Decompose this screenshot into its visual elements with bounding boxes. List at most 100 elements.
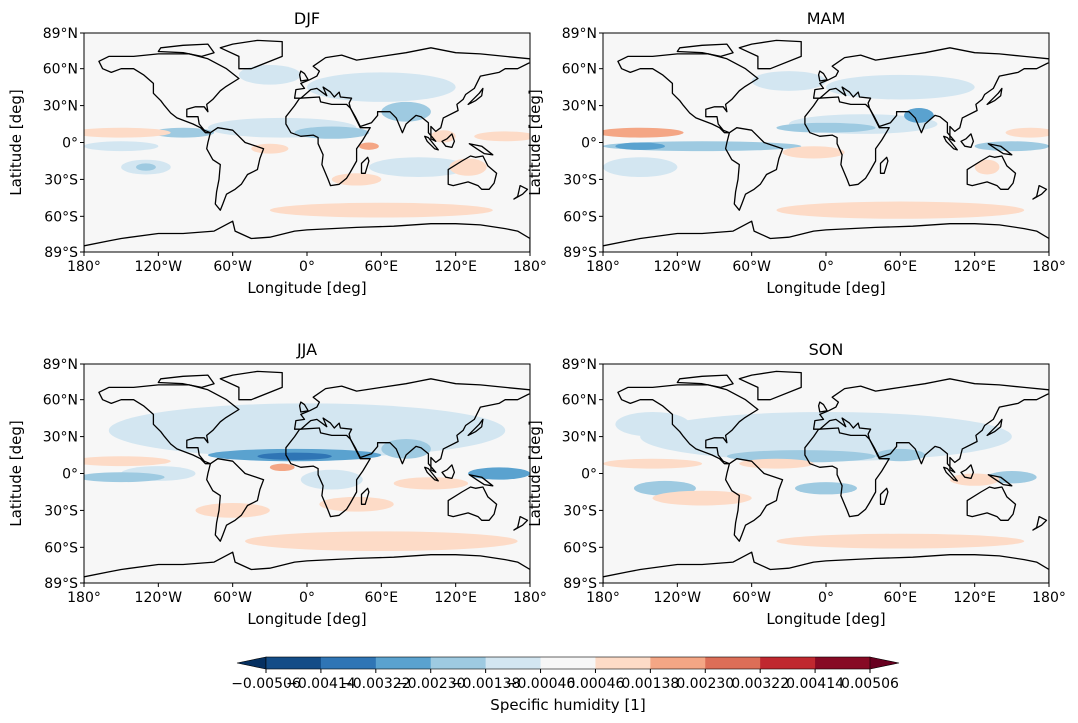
anomaly-region — [615, 142, 665, 150]
y-tick-label: 60°N — [43, 393, 78, 409]
anomaly-region — [136, 163, 156, 171]
coastline-uk — [817, 401, 828, 413]
coastline-australia — [447, 155, 498, 190]
anomaly-region — [795, 482, 857, 495]
colorbar-tick-label: −0.00414 — [286, 676, 356, 692]
y-tick-label: 30°S — [563, 172, 597, 188]
map-panel-jja: JJA 180° 120°W 60°W 0° 60°E 120°E 180° 89°N 60°N 3… — [7, 340, 547, 628]
colorbar-tick-label: −0.00138 — [451, 676, 521, 692]
colorbar-swatch — [705, 657, 761, 669]
anomaly-region — [319, 496, 394, 512]
y-tick-label: 60°N — [562, 393, 597, 409]
x-tick-label: 0° — [299, 259, 315, 275]
anomaly-region — [652, 490, 752, 506]
y-tick-label: 89°N — [562, 26, 597, 42]
anomaly-region — [84, 472, 165, 483]
coastline-sumatra — [424, 135, 439, 151]
map-background — [603, 364, 1049, 583]
anomaly-region — [195, 503, 270, 518]
anomaly-region — [603, 157, 678, 177]
coastline-australia — [966, 155, 1017, 190]
y-tick-label: 30°N — [562, 430, 597, 446]
coastline-southAmerica — [206, 127, 265, 211]
panel-title: DJF — [294, 9, 320, 28]
colorbar-swatch — [540, 657, 596, 669]
coastline-uk — [298, 401, 309, 413]
coastline-southAmerica — [724, 127, 784, 211]
coastline-northAmerica — [617, 53, 759, 134]
colorbar-tick-label: 0.00046 — [567, 676, 625, 692]
colorbar-swatch — [375, 657, 432, 669]
colorbar-swatch — [485, 657, 542, 669]
coastline-eurasia — [812, 378, 1049, 473]
y-tick-label: 30°N — [43, 430, 78, 446]
y-tick-label: 30°N — [562, 99, 597, 115]
y-tick-label: 89°S — [563, 245, 597, 261]
x-tick-label: 180° — [1032, 259, 1066, 275]
anomaly-field — [84, 64, 530, 218]
coastline-newZealand — [513, 515, 529, 531]
x-tick-label: 120°E — [953, 590, 996, 606]
anomaly-region — [331, 173, 382, 186]
y-tick-label: 30°S — [44, 172, 78, 188]
coastline-eurasia — [812, 47, 1049, 142]
anomaly-region — [468, 467, 530, 480]
y-axis-label: Latitude [deg] — [526, 420, 544, 526]
colorbar-swatch — [815, 657, 871, 669]
y-tick-label: 30°S — [44, 503, 78, 519]
x-tick-label: 60°E — [364, 259, 398, 275]
panel-title: JJA — [296, 340, 317, 359]
anomaly-region — [987, 471, 1037, 484]
coastline-sumatra — [943, 466, 958, 482]
colorbar-swatch — [760, 657, 816, 669]
x-tick-label: 60°W — [732, 590, 771, 606]
x-tick-label: 180° — [67, 590, 101, 606]
coastline-japan — [467, 87, 484, 106]
anomaly-region — [251, 143, 289, 154]
y-tick-label: 60°N — [43, 62, 78, 78]
coastline-greenland — [738, 370, 802, 401]
colorbar-tick-label: −0.00322 — [341, 676, 411, 692]
anomaly-region — [603, 458, 703, 469]
x-tick-label: 60°E — [364, 590, 398, 606]
x-tick-label: 60°W — [732, 259, 771, 275]
anomaly-region — [245, 531, 518, 552]
coastline-borneo — [441, 464, 456, 480]
coastline-southAmerica — [206, 458, 265, 542]
x-tick-label: 60°W — [213, 590, 252, 606]
anomaly-region — [603, 127, 684, 138]
colorbar-swatch — [320, 657, 377, 669]
coastline-sumatra — [943, 135, 958, 151]
colorbar-tick-label: 0.00414 — [786, 676, 844, 692]
colorbar-swatch — [595, 657, 651, 669]
coastline-sumatra — [424, 466, 439, 482]
coastline-eurasia — [293, 378, 530, 473]
anomaly-region — [269, 202, 493, 218]
map-panel-mam: MAM 180° 120°W 60°W 0° 60°E 120°E 180° 89°N 60°N 3… — [526, 9, 1066, 297]
y-tick-label: 89°S — [44, 245, 78, 261]
x-axis-label: Longitude [deg] — [766, 279, 885, 297]
coastline-antarctica — [603, 551, 1049, 583]
colorbar-swatch — [650, 657, 706, 669]
y-axis-label: Latitude [deg] — [7, 420, 25, 526]
coastline-australia — [966, 486, 1017, 521]
coastline-borneo — [960, 133, 975, 149]
y-tick-label: 30°N — [43, 99, 78, 115]
coastline-arcticIslands — [676, 374, 734, 389]
x-tick-label: 180° — [586, 590, 620, 606]
x-tick-label: 120°W — [135, 259, 183, 275]
colorbar-tick-label: 0.00322 — [731, 676, 789, 692]
coastlines — [603, 370, 1049, 583]
coastline-africa — [285, 96, 371, 187]
anomaly-region — [949, 473, 1000, 486]
x-tick-label: 180° — [1032, 590, 1066, 606]
x-axis-label: Longitude [deg] — [247, 610, 366, 628]
y-tick-label: 89°N — [43, 357, 78, 373]
anomaly-region — [974, 159, 1000, 175]
coastline-northAmerica — [617, 384, 759, 465]
y-tick-label: 30°S — [563, 503, 597, 519]
anomaly-region — [359, 142, 379, 150]
coastline-newGuinea — [987, 474, 1013, 487]
panel-title: SON — [809, 340, 844, 359]
